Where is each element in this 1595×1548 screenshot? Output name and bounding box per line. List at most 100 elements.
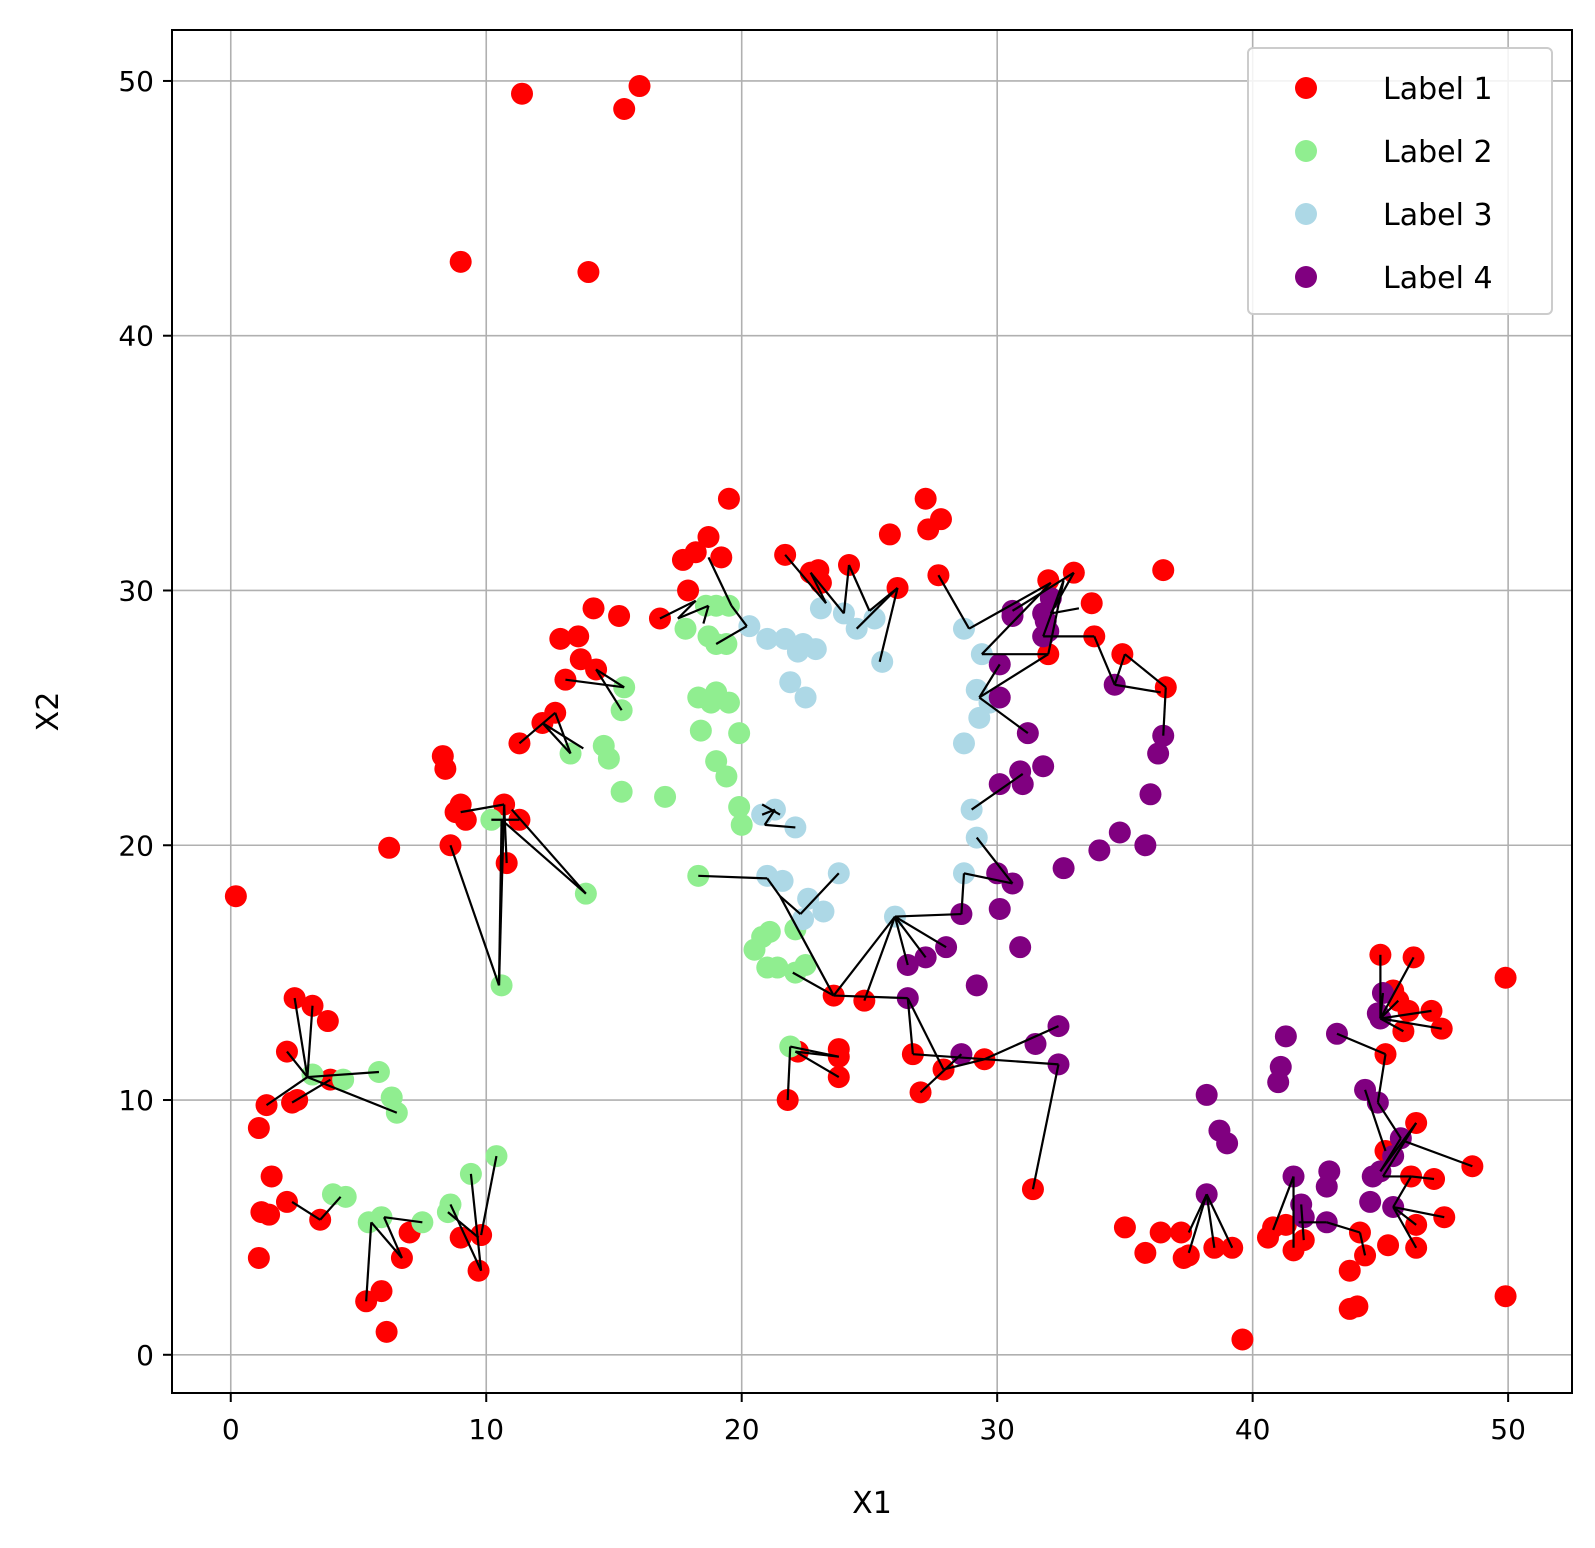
link-line <box>842 564 851 614</box>
point-label-4 <box>1274 1025 1297 1048</box>
link-line <box>1205 1193 1234 1249</box>
link-line <box>943 1058 985 1071</box>
link-line <box>365 1222 373 1302</box>
point-label-1 <box>582 597 605 620</box>
x-axis-label: X1 <box>852 1486 892 1521</box>
link-line <box>730 605 748 627</box>
point-label-1 <box>1134 1241 1157 1264</box>
point-label-4 <box>1318 1160 1341 1183</box>
point-label-1 <box>375 1320 398 1343</box>
point-label-3 <box>804 638 827 661</box>
y-tick-label: 30 <box>118 574 154 607</box>
point-label-2 <box>730 813 753 836</box>
point-label-2 <box>743 938 766 961</box>
link-line <box>1300 1204 1305 1241</box>
link-line <box>1336 1032 1386 1056</box>
point-label-1 <box>247 1117 270 1140</box>
point-label-2 <box>490 974 513 997</box>
link-line <box>554 712 572 754</box>
point-label-1 <box>710 546 733 569</box>
link-line <box>863 916 897 1002</box>
link-line <box>1187 1193 1208 1233</box>
link-line <box>449 1204 483 1272</box>
point-label-2 <box>715 765 738 788</box>
point-label-1 <box>247 1246 270 1269</box>
legend-entry-label-1: Label 1 <box>1383 72 1493 107</box>
link-line <box>306 1076 398 1114</box>
link-line <box>1392 1206 1417 1226</box>
y-tick-label: 0 <box>136 1339 154 1372</box>
link-line <box>707 556 733 607</box>
point-label-1 <box>1231 1328 1254 1351</box>
link-line <box>480 1155 498 1236</box>
link-line <box>541 722 572 755</box>
link-line <box>291 1200 321 1221</box>
point-label-1 <box>677 579 700 602</box>
link-line <box>1272 1176 1295 1231</box>
link-line <box>968 581 1052 630</box>
point-label-1 <box>449 250 472 273</box>
point-label-1 <box>1170 1221 1193 1244</box>
point-label-2 <box>610 780 633 803</box>
x-axis-ticks: 0 10 20 30 40 50 <box>222 1393 1526 1446</box>
point-label-3 <box>952 732 975 755</box>
link-line <box>906 998 914 1055</box>
link-lines <box>265 554 1473 1302</box>
link-line <box>1047 580 1065 655</box>
point-label-1 <box>434 757 457 780</box>
link-line <box>779 895 835 997</box>
link-line <box>500 818 587 895</box>
link-line <box>497 819 503 986</box>
point-label-1 <box>1274 1213 1297 1236</box>
point-label-3 <box>779 671 802 694</box>
point-label-3 <box>792 908 815 931</box>
link-line <box>319 1196 342 1221</box>
link-line <box>265 1076 309 1107</box>
point-label-4 <box>1269 1055 1292 1078</box>
point-label-1 <box>671 548 694 571</box>
link-line <box>449 844 501 986</box>
point-label-1 <box>449 1226 472 1249</box>
legend: Label 1 Label 2 Label 3 Label 4 <box>1247 47 1553 315</box>
point-label-1 <box>1113 1216 1136 1239</box>
point-label-1 <box>1494 966 1517 989</box>
point-label-1 <box>697 525 720 548</box>
link-line <box>518 711 556 745</box>
point-label-1 <box>549 627 572 650</box>
legend-box <box>1247 47 1553 315</box>
point-label-1 <box>613 97 636 120</box>
link-line <box>1050 607 1080 615</box>
link-line <box>293 997 309 1078</box>
y-axis-ticks: 0 10 20 30 40 50 <box>118 65 172 1372</box>
link-line <box>893 916 909 966</box>
link-line <box>595 668 623 711</box>
point-label-4 <box>1147 742 1170 765</box>
link-line <box>541 722 584 750</box>
link-line <box>1382 1122 1418 1178</box>
link-line <box>978 653 1049 699</box>
link-line <box>306 1005 314 1078</box>
link-line <box>460 803 505 814</box>
link-line <box>1403 1139 1473 1168</box>
x-tick-label: 20 <box>724 1413 760 1446</box>
link-line <box>1114 683 1161 694</box>
link-line <box>1392 1206 1418 1249</box>
point-label-3 <box>863 607 886 630</box>
link-line <box>833 994 908 1000</box>
link-line <box>919 1053 963 1094</box>
point-label-1 <box>378 836 401 859</box>
link-line <box>1358 1232 1367 1256</box>
link-line <box>766 877 781 897</box>
link-line <box>1162 687 1167 736</box>
link-line <box>1379 1017 1404 1033</box>
point-label-4 <box>1011 773 1034 796</box>
link-line <box>383 1216 403 1259</box>
point-label-4 <box>1088 839 1111 862</box>
link-line <box>1093 635 1116 686</box>
link-line <box>975 836 1014 885</box>
legend-entry-label-4: Label 4 <box>1383 261 1493 296</box>
link-line <box>1392 1175 1413 1208</box>
link-line <box>795 1050 839 1058</box>
link-line <box>794 1050 840 1079</box>
link-line <box>510 808 587 895</box>
